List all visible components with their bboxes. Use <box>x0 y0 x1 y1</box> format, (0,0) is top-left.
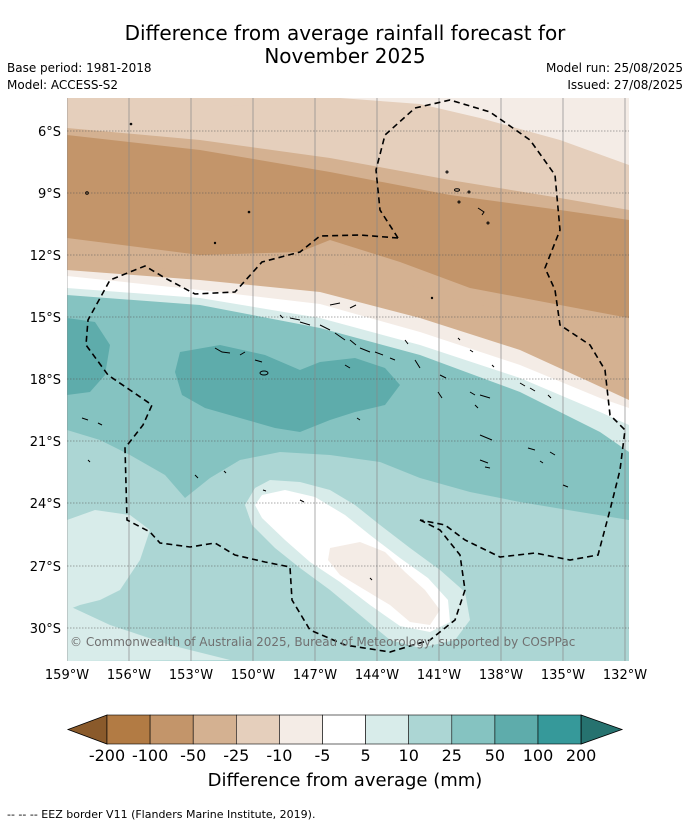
colorbar-swatch-7 <box>408 714 453 745</box>
islands-row-10 <box>356 417 373 581</box>
colorbar-tick-label: 10 <box>399 746 419 765</box>
colorbar-swatch-3 <box>236 714 280 745</box>
band-dry-50-100 <box>67 135 629 330</box>
lon-label-153w: 153°W <box>169 668 213 683</box>
colorbar-tick-label: 200 <box>566 746 597 765</box>
colorbar-extend-left <box>66 714 108 745</box>
title-line-1: Difference from average rainfall forecas… <box>124 21 566 45</box>
colorbar-swatch-1 <box>149 714 194 745</box>
island-a <box>85 191 89 195</box>
colorbar-swatch-2 <box>192 714 237 745</box>
colorbar-tick-label: -100 <box>132 746 168 765</box>
eez-border-polynesia <box>375 99 626 561</box>
lon-label-135w: 135°W <box>541 668 585 683</box>
lat-label-27s: 27°S <box>30 560 61 575</box>
island-k <box>430 296 434 300</box>
lon-label-147w: 147°W <box>293 668 337 683</box>
island-c <box>247 210 251 214</box>
lon-label-138w: 138°W <box>479 668 523 683</box>
meta-left: Base period: 1981-2018 Model: ACCESS-S2 <box>7 60 152 94</box>
band-dry-10-25-north <box>67 98 629 210</box>
model-run: Model run: 25/08/2025 <box>545 61 683 75</box>
lon-label-150w: 150°W <box>231 668 275 683</box>
eez-borders <box>85 99 626 653</box>
island-g <box>457 200 461 204</box>
colorbar-swatch-6 <box>365 714 410 745</box>
band-50-100-west <box>67 318 110 395</box>
longitude-labels: 159°W 156°W 153°W 150°W 147°W 144°W 141°… <box>45 668 647 683</box>
islands-row-2 <box>299 321 409 361</box>
band-5-10-southwest <box>67 605 230 661</box>
title-line-2: November 2025 <box>264 44 426 68</box>
lat-label-12s: 12°S <box>30 249 61 264</box>
colorbar-swatch-8 <box>451 714 496 745</box>
colorbar-tick-label: -25 <box>223 746 249 765</box>
islands-row-5 <box>457 337 495 399</box>
island-d <box>445 170 449 174</box>
colorbar-swatch-0 <box>106 714 151 745</box>
latitude-gridlines <box>67 130 629 629</box>
islands-row-3 <box>214 347 263 363</box>
band-dry-central <box>328 542 440 625</box>
lon-label-159w: 159°W <box>45 668 89 683</box>
colorbar-swatch-4 <box>279 714 323 745</box>
eez-border-cook-islands <box>85 234 466 653</box>
model-name: Model: ACCESS-S2 <box>7 78 119 92</box>
meta-right: Model run: 25/08/2025 Issued: 27/08/2025 <box>546 60 683 94</box>
colorbar-swatch-10 <box>537 714 582 745</box>
lon-label-156w: 156°W <box>107 668 151 683</box>
band-dry-25-50-south <box>67 238 629 332</box>
colorbar-tick-label: -50 <box>180 746 206 765</box>
lat-label-6s: 6°S <box>38 125 61 140</box>
band-dry-edge <box>67 98 340 108</box>
colorbar-tick-label: 50 <box>485 746 505 765</box>
colorbar-tick-label: -10 <box>266 746 292 765</box>
map-title: Difference from average rainfall forecas… <box>0 22 690 68</box>
island-h <box>477 207 485 216</box>
band-dry-5-10-north <box>340 98 629 165</box>
colorbar-swatch-5 <box>322 714 366 745</box>
island-i <box>486 221 490 225</box>
lat-label-24s: 24°S <box>30 497 61 512</box>
colorbar-tick-label: 100 <box>523 746 554 765</box>
base-period: Base period: 1981-2018 <box>7 61 152 75</box>
colorbar-tick-label: 25 <box>442 746 462 765</box>
island-j <box>213 241 217 245</box>
colorbar-swatch-9 <box>494 714 539 745</box>
island-f <box>467 190 471 194</box>
lat-label-30s: 30°S <box>30 622 61 637</box>
band-50-100-central <box>175 345 400 432</box>
eez-legend-text: -- -- -- EEZ border V11 (Flanders Marine… <box>7 808 316 821</box>
islands-row-4 <box>344 359 479 409</box>
island-e <box>454 188 460 192</box>
lat-label-9s: 9°S <box>38 187 61 202</box>
lon-label-144w: 144°W <box>355 668 399 683</box>
lon-label-141w: 141°W <box>417 668 461 683</box>
islands-row-7 <box>479 434 556 469</box>
island-b <box>129 122 133 126</box>
colorbar-label: Difference from average (mm) <box>207 770 483 791</box>
islands <box>81 122 569 581</box>
colorbar-extend-right <box>580 714 624 745</box>
colorbar: -200 -100 -50 -25 -10 -5 5 10 25 50 100 200 <box>66 714 624 765</box>
island-l <box>259 370 269 376</box>
lat-label-15s: 15°S <box>30 311 61 326</box>
islands-row-1 <box>279 302 357 321</box>
copyright-text: © Commonwealth of Australia 2025, Bureau… <box>70 635 575 649</box>
colorbar-tick-label: -5 <box>315 746 331 765</box>
lat-label-21s: 21°S <box>30 435 61 450</box>
islands-row-8 <box>539 460 569 488</box>
lat-label-18s: 18°S <box>30 373 61 388</box>
lon-label-132w: 132°W <box>603 668 647 683</box>
map-area: © Commonwealth of Australia 2025, Bureau… <box>67 98 629 661</box>
colorbar-tick-label: 5 <box>361 746 371 765</box>
longitude-gridlines <box>67 98 626 661</box>
issued-date: Issued: 27/08/2025 <box>567 78 683 92</box>
islands-row-6 <box>519 382 552 399</box>
islands-row-9 <box>81 417 305 503</box>
latitude-labels: 6°S 9°S 12°S 15°S 18°S 21°S 24°S 27°S 30… <box>30 125 61 637</box>
colorbar-tick-label: -200 <box>89 746 125 765</box>
